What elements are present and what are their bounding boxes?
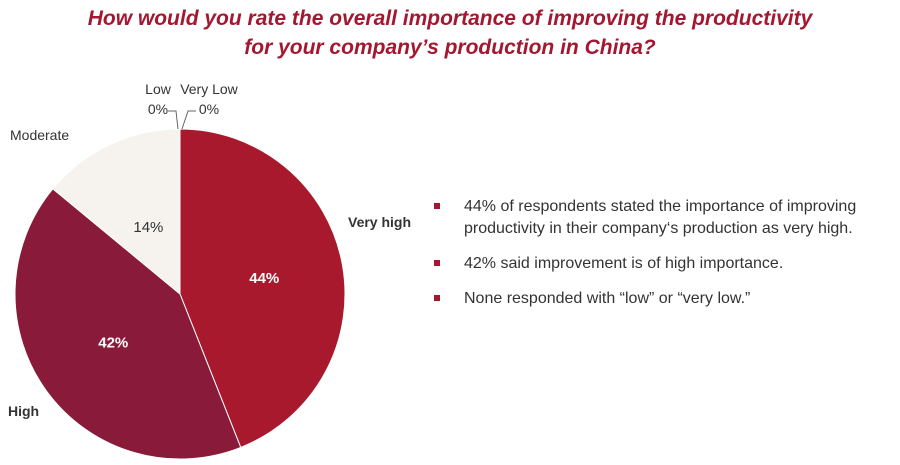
data-label-low: 0%	[148, 101, 168, 117]
category-label-moderate: Moderate	[10, 127, 69, 143]
chart-title-line-2: for your company’s production in China?	[244, 36, 656, 59]
category-label-very-high: Very high	[348, 214, 411, 230]
finding-high: 42% said improvement is of high importan…	[432, 253, 892, 275]
finding-very-high: 44% of respondents stated the importance…	[432, 196, 892, 240]
category-label-low: Low	[145, 81, 172, 97]
data-label-very-low: 0%	[199, 101, 219, 117]
key-findings-list: 44% of respondents stated the importance…	[432, 196, 892, 323]
pie-slice-very-high	[179, 128, 346, 449]
data-label-very-high: 44%	[249, 270, 279, 287]
pie-slice-moderate	[52, 128, 181, 296]
finding-text-line-1: 44% of respondents stated the importance…	[464, 198, 857, 215]
finding-none-low: None responded with “low” or “very low.”	[432, 288, 892, 310]
bullet-marker	[434, 260, 440, 266]
chart-title: How would you rate the overall importanc…	[0, 4, 900, 62]
data-label-moderate: 14%	[133, 219, 163, 236]
bullet-marker	[434, 295, 440, 301]
finding-text: 42% said improvement is of high importan…	[464, 255, 784, 272]
category-label-high: High	[8, 403, 39, 419]
bullet-marker	[434, 203, 440, 209]
pie-slice-high	[14, 188, 242, 460]
finding-text: None responded with “low” or “very low.”	[464, 290, 751, 307]
data-label-high: 42%	[98, 334, 128, 351]
chart-title-line-1: How would you rate the overall importanc…	[87, 7, 813, 30]
finding-text-line-2: productivity in their company‘s producti…	[464, 220, 853, 237]
category-label-very-low: Very Low	[180, 81, 238, 97]
leader-line-very-low	[181, 110, 196, 130]
leader-line-low	[168, 110, 179, 130]
